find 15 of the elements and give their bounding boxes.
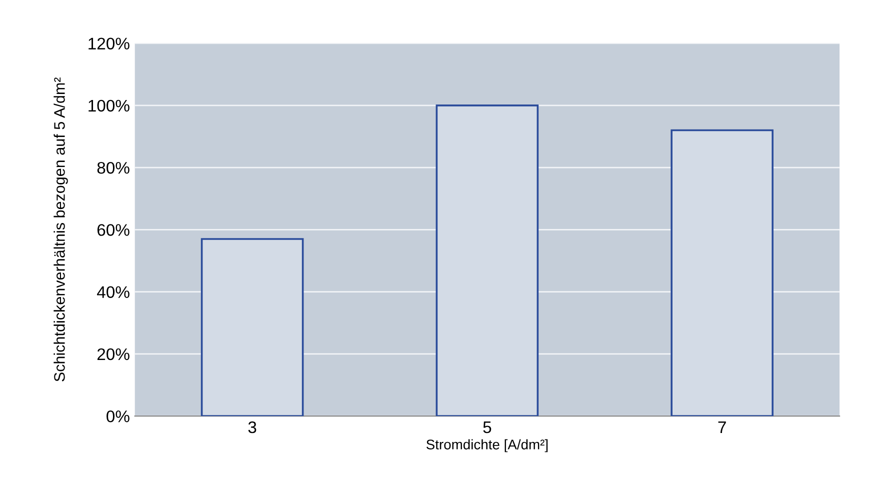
- y-tick-label: 120%: [88, 38, 130, 50]
- y-tick-label: 100%: [88, 100, 130, 112]
- x-tick-label: 3: [248, 421, 256, 434]
- bar: [670, 129, 774, 416]
- y-tick-label: 80%: [97, 162, 130, 174]
- x-axis-title: Stromdichte [A/dm²]: [426, 439, 548, 452]
- y-tick-label: 20%: [97, 348, 130, 360]
- y-tick-label: 40%: [97, 286, 130, 298]
- y-tick-label: 60%: [97, 224, 130, 236]
- y-tick-label: 0%: [106, 410, 130, 422]
- bar: [200, 238, 304, 416]
- x-tick-label: 7: [718, 422, 726, 434]
- x-tick-label: 5: [483, 422, 492, 434]
- y-axis-title: Schichtdickenverhältnis bezogen auf 5 A/dm²: [54, 78, 68, 382]
- bar: [436, 104, 539, 416]
